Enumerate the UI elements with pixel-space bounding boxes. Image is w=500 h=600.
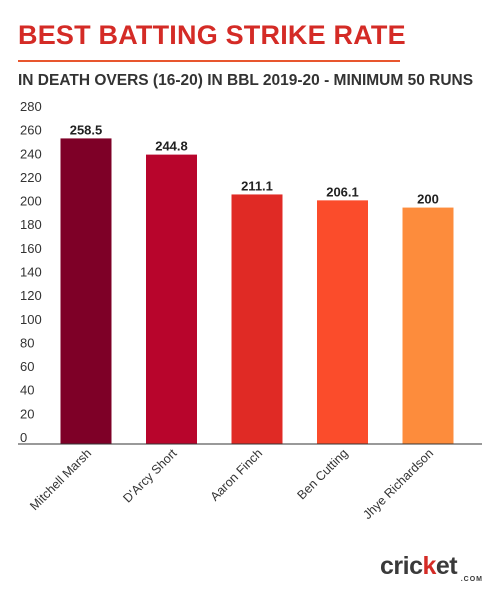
bar bbox=[231, 194, 283, 444]
data-label: 258.5 bbox=[70, 122, 103, 137]
cricket-com-logo: cricket .COM bbox=[380, 552, 485, 588]
y-tick-label: 20 bbox=[20, 406, 34, 421]
y-tick-label: 60 bbox=[20, 359, 34, 374]
data-label: 211.1 bbox=[241, 178, 273, 193]
y-tick-label: 40 bbox=[20, 383, 34, 398]
bar bbox=[60, 138, 112, 444]
x-tick-label: Jhye Richardson bbox=[360, 446, 436, 522]
y-tick-label: 220 bbox=[20, 170, 42, 185]
title-divider bbox=[18, 60, 400, 62]
data-label: 244.8 bbox=[155, 139, 188, 154]
y-tick-label: 140 bbox=[20, 265, 42, 280]
logo-wordmark: cricket bbox=[380, 552, 458, 581]
logo-word-end: et bbox=[435, 552, 458, 580]
x-tick-label: Mitchell Marsh bbox=[27, 446, 94, 513]
bar bbox=[146, 154, 197, 444]
data-label: 200 bbox=[417, 192, 439, 207]
y-tick-label: 180 bbox=[20, 217, 42, 232]
y-tick-label: 280 bbox=[20, 99, 42, 114]
y-tick-label: 0 bbox=[20, 430, 27, 445]
x-tick-label: D'Arcy Short bbox=[120, 446, 180, 506]
x-tick-label: Ben Cutting bbox=[295, 446, 351, 502]
x-tick-label: Aaron Finch bbox=[208, 446, 266, 504]
y-tick-label: 120 bbox=[20, 288, 42, 303]
y-tick-label: 260 bbox=[20, 123, 42, 138]
y-tick-label: 160 bbox=[20, 241, 42, 256]
y-tick-label: 200 bbox=[20, 194, 42, 209]
logo-word-mark: k bbox=[422, 552, 436, 580]
chart-title: BEST BATTING STRIKE RATE bbox=[18, 20, 406, 50]
logo-domain: .COM bbox=[460, 576, 483, 583]
bar bbox=[402, 207, 454, 444]
y-tick-label: 80 bbox=[20, 335, 34, 350]
y-tick-label: 240 bbox=[20, 146, 42, 161]
bar bbox=[317, 200, 368, 444]
logo-word-start: cric bbox=[380, 552, 423, 580]
data-label: 206.1 bbox=[326, 184, 359, 199]
y-tick-label: 100 bbox=[20, 312, 42, 327]
chart-subtitle: IN DEATH OVERS (16-20) IN BBL 2019-20 - … bbox=[18, 72, 474, 89]
